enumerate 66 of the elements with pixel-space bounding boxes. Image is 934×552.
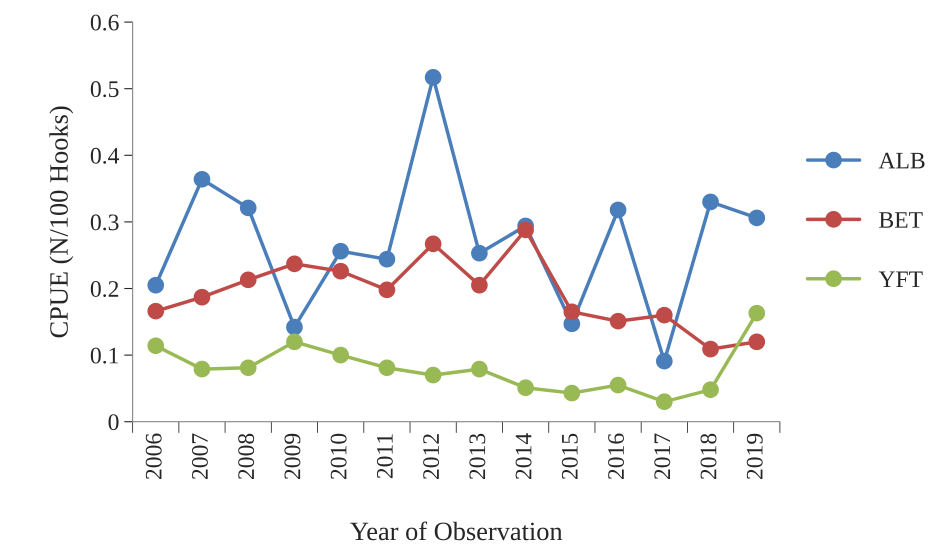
point	[702, 340, 719, 358]
point	[240, 200, 257, 216]
point	[194, 170, 210, 188]
x-tick-label: 2012	[423, 434, 440, 480]
point	[286, 333, 303, 350]
point	[332, 262, 350, 280]
point	[610, 312, 626, 330]
y-tick-label: 0.2	[90, 281, 118, 298]
legend-label: BET	[879, 212, 923, 228]
x-tick-label: 2019	[746, 434, 763, 480]
point	[517, 379, 534, 396]
point	[748, 333, 766, 350]
x-tick-label: 2009	[284, 434, 300, 480]
y-tick-label: 0.4	[90, 148, 120, 164]
y-tick-label: 0	[108, 414, 119, 430]
point	[147, 276, 164, 294]
point	[564, 303, 580, 320]
point	[194, 288, 210, 306]
point	[656, 352, 673, 370]
point	[332, 242, 350, 260]
x-tick-label: 2011	[376, 434, 393, 478]
point	[240, 359, 257, 376]
legend-label: YFT	[878, 272, 923, 287]
y-tick-label: 0.1	[90, 348, 118, 364]
point	[424, 69, 442, 86]
point	[748, 304, 766, 322]
x-tick-label: 2016	[608, 434, 624, 480]
x-tick-label: 2006	[146, 434, 162, 480]
point	[286, 318, 303, 336]
point	[378, 282, 396, 298]
point	[656, 306, 673, 324]
point	[564, 384, 580, 402]
point	[378, 250, 396, 268]
point	[702, 194, 719, 210]
point	[610, 376, 626, 394]
point	[610, 202, 626, 218]
x-tick-label: 2010	[330, 434, 347, 480]
point	[194, 360, 210, 378]
legend-label: ALB	[878, 152, 925, 168]
y-tick-label: 0.6	[90, 14, 119, 31]
point	[471, 360, 488, 378]
point	[656, 393, 673, 410]
x-tick-label: 2015	[562, 434, 578, 480]
point	[147, 337, 164, 354]
point	[286, 256, 303, 272]
x-tick-label: 2014	[516, 433, 532, 480]
point	[471, 276, 488, 294]
point	[748, 210, 766, 226]
point	[517, 222, 534, 238]
x-tick-label: 2008	[238, 434, 254, 480]
x-tick-label: 2007	[192, 434, 208, 480]
y-tick-label: 0.5	[90, 81, 119, 98]
x-tick-label: 2013	[469, 434, 486, 480]
point	[702, 381, 719, 398]
x-tick-label: 2017	[654, 434, 670, 480]
x-axis-title: Year of Observation	[350, 521, 562, 540]
point	[424, 366, 442, 384]
point	[471, 244, 488, 262]
x-tick-label: 2018	[700, 434, 716, 480]
point	[147, 302, 164, 320]
y-axis-title: CPUE (N/100 Hooks)	[49, 106, 74, 338]
point	[332, 346, 350, 364]
point	[378, 359, 396, 376]
point	[424, 236, 442, 252]
y-tick-label: 0.3	[90, 214, 119, 230]
point	[240, 272, 257, 288]
